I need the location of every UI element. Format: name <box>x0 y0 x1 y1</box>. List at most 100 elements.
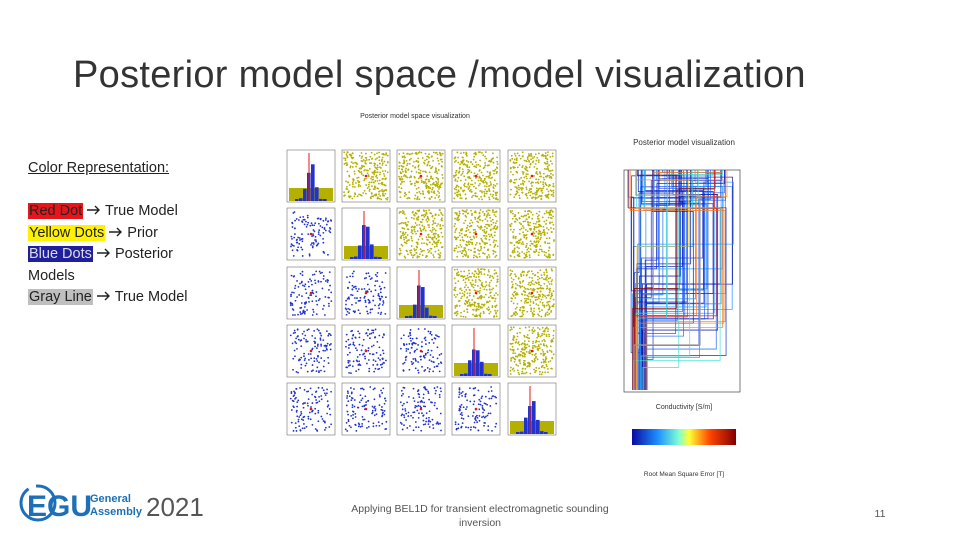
prior-dot <box>437 177 439 180</box>
prior-dot <box>532 222 535 225</box>
posterior-dot <box>461 390 464 393</box>
prior-dot <box>346 154 348 157</box>
prior-dot <box>425 182 428 185</box>
prior-dot <box>495 271 498 274</box>
posterior-dot <box>323 360 326 362</box>
posterior-dot <box>329 231 332 234</box>
profile-line <box>635 170 723 390</box>
prior-dot <box>544 315 547 317</box>
posterior-dot <box>300 306 303 309</box>
prior-dot <box>488 172 491 174</box>
prior-dot <box>542 183 545 186</box>
prior-dot <box>537 344 540 346</box>
prior-dot <box>516 292 518 294</box>
posterior-dot <box>315 357 318 360</box>
prior-dot <box>543 161 546 164</box>
prior-dot <box>423 242 426 245</box>
prior-dot <box>525 244 528 247</box>
posterior-dot <box>372 388 375 391</box>
prior-dot <box>509 369 512 372</box>
posterior-dot <box>311 402 314 404</box>
posterior-dot <box>313 357 316 360</box>
posterior-dot <box>300 246 303 249</box>
prior-dot <box>386 160 389 163</box>
prior-dot <box>526 294 529 297</box>
prior-dot <box>378 166 381 169</box>
posterior-dot <box>311 245 314 247</box>
prior-dot <box>366 187 369 189</box>
posterior-dot <box>313 273 316 276</box>
prior-dot <box>484 162 487 164</box>
posterior-dot <box>427 392 430 395</box>
prior-dot <box>484 285 487 288</box>
posterior-dot <box>372 422 375 425</box>
posterior-dot <box>359 312 361 315</box>
posterior-histogram <box>429 315 433 318</box>
prior-dot <box>468 243 471 246</box>
prior-dot <box>552 334 555 337</box>
prior-dot <box>367 183 370 186</box>
posterior-dot <box>308 411 311 414</box>
prior-dot <box>526 170 529 172</box>
prior-dot <box>369 155 372 158</box>
legend-item: Gray Line True Model <box>28 287 213 309</box>
posterior-histogram <box>409 315 413 318</box>
prior-dot <box>476 290 479 293</box>
posterior-histogram <box>544 432 548 434</box>
prior-dot <box>533 313 536 316</box>
prior-dot <box>512 212 514 215</box>
prior-dot <box>453 225 456 228</box>
prior-dot <box>512 356 514 359</box>
posterior-dot <box>290 235 293 238</box>
prior-dot <box>543 304 546 307</box>
prior-dot <box>420 179 423 182</box>
posterior-dot <box>403 416 406 419</box>
posterior-dot <box>307 297 310 300</box>
prior-dot <box>550 217 553 220</box>
posterior-dot <box>476 416 479 419</box>
prior-dot <box>523 359 525 362</box>
prior-dot <box>541 293 544 296</box>
prior-dot <box>454 306 457 309</box>
prior-dot <box>376 166 379 169</box>
prior-dot <box>488 312 491 315</box>
subplot <box>451 324 501 378</box>
prior-dot <box>525 175 528 178</box>
prior-dot <box>551 162 553 165</box>
prior-dot <box>478 296 481 299</box>
prior-dot <box>543 366 546 369</box>
prior-dot <box>457 280 460 283</box>
prior-dot <box>467 269 470 272</box>
prior-dot <box>426 175 429 178</box>
prior-dot <box>432 182 434 185</box>
prior-dot <box>531 217 534 220</box>
posterior-dot <box>354 412 357 415</box>
prior-dot <box>432 222 435 224</box>
posterior-dot <box>417 361 420 363</box>
posterior-dot <box>371 353 374 356</box>
posterior-dot <box>427 420 430 423</box>
prior-dot <box>439 152 442 155</box>
prior-dot <box>370 192 373 194</box>
prior-dot <box>373 171 376 174</box>
posterior-dot <box>404 409 407 412</box>
prior-dot <box>469 238 472 241</box>
prior-dot <box>493 169 496 172</box>
posterior-dot <box>318 298 321 300</box>
prior-dot <box>552 253 555 256</box>
prior-dot <box>518 232 521 235</box>
posterior-dot <box>411 342 414 345</box>
prior-dot <box>545 365 548 368</box>
posterior-dot <box>301 333 304 335</box>
prior-dot <box>510 166 512 169</box>
posterior-dot <box>325 217 327 220</box>
posterior-dot <box>465 406 468 408</box>
posterior-dot <box>472 426 475 428</box>
prior-dot <box>468 302 471 304</box>
posterior-dot <box>412 411 415 414</box>
prior-dot <box>406 223 409 226</box>
prior-dot <box>434 214 437 217</box>
prior-dot <box>470 249 472 252</box>
posterior-dot <box>310 243 312 246</box>
prior-dot <box>525 371 528 374</box>
